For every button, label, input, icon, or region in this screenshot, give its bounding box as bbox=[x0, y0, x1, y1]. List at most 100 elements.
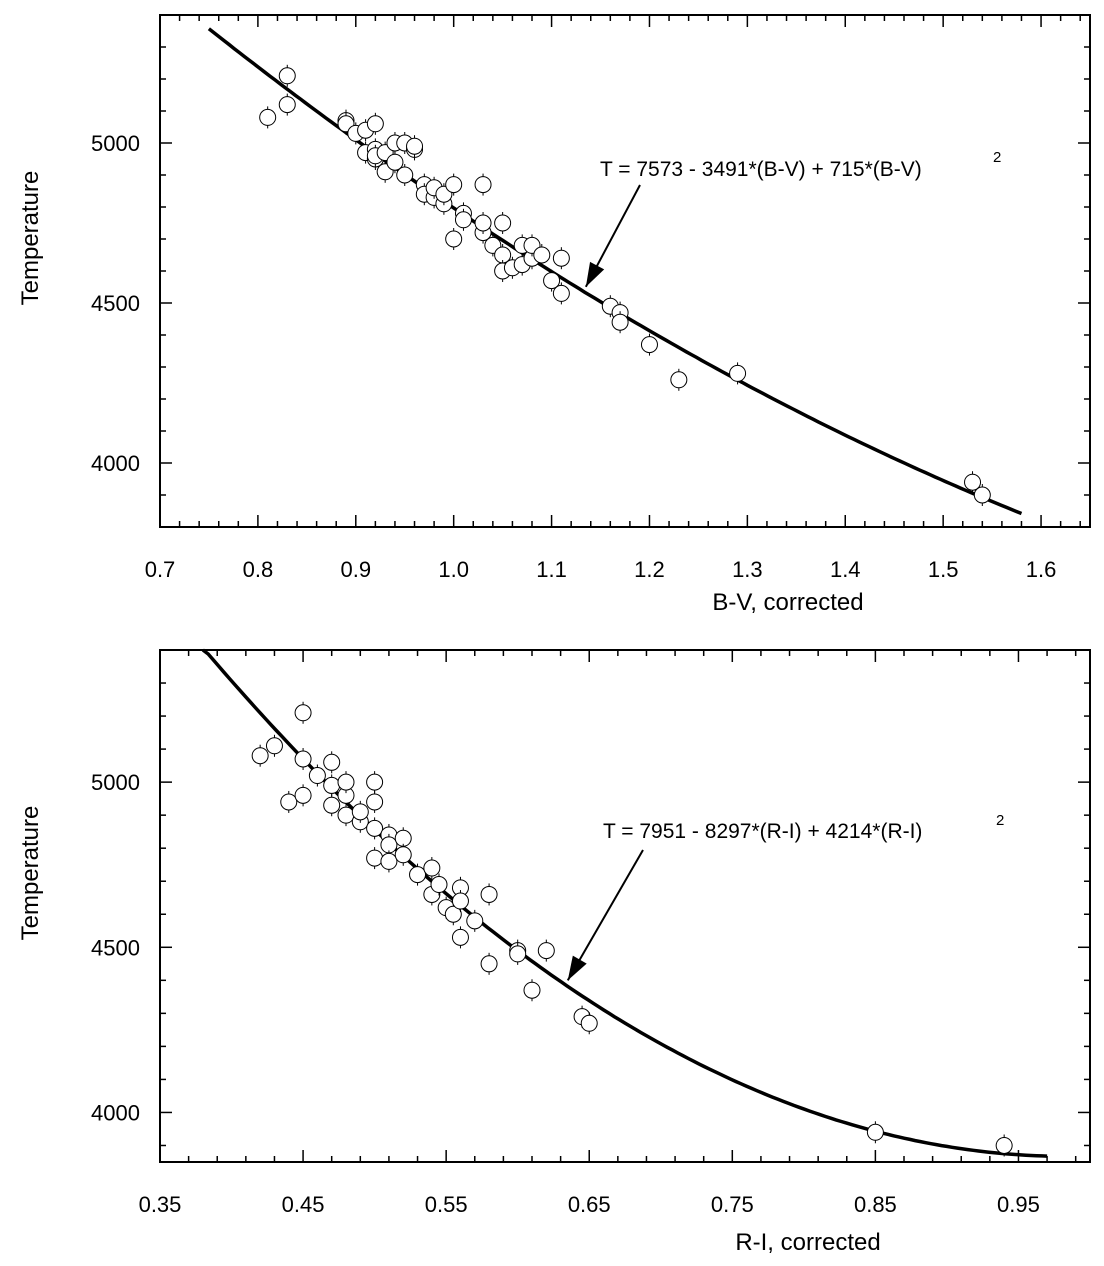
data-point bbox=[494, 214, 512, 232]
data-point bbox=[337, 806, 355, 824]
data-point bbox=[451, 892, 469, 910]
data-point bbox=[523, 981, 541, 999]
data-point bbox=[729, 364, 747, 382]
x-tick-label: 0.95 bbox=[997, 1192, 1040, 1217]
data-point bbox=[278, 96, 296, 114]
data-point bbox=[423, 859, 441, 877]
data-point bbox=[580, 1014, 598, 1032]
panel-ri: 0.35 0.45 0.55 0.65 0.75 0.85 0.95 4000 4500 5000… bbox=[17, 648, 1091, 1256]
panel-bv: 0.7 0.8 0.9 1.0 1.1 1.2 1.3 1.4 1.5 1.6 4000 4500 50… bbox=[17, 14, 1091, 616]
data-point bbox=[380, 852, 398, 870]
data-point bbox=[278, 67, 296, 85]
fit-curve-group bbox=[201, 648, 1048, 1158]
data-point bbox=[670, 371, 688, 389]
data-points bbox=[259, 64, 991, 506]
data-point bbox=[480, 955, 498, 973]
annotation-arrowhead bbox=[585, 261, 605, 287]
data-point bbox=[611, 313, 629, 331]
data-point bbox=[552, 284, 570, 302]
y-tick-label: 5000 bbox=[91, 770, 140, 795]
x-tick-label: 0.75 bbox=[711, 1192, 754, 1217]
data-point bbox=[474, 214, 492, 232]
data-point bbox=[351, 803, 369, 821]
data-point bbox=[259, 108, 277, 126]
fit-equation-exponent: 2 bbox=[996, 812, 1004, 829]
data-point bbox=[337, 773, 355, 791]
y-tick-label: 5000 bbox=[91, 131, 140, 156]
data-point bbox=[964, 473, 982, 491]
data-point bbox=[366, 115, 384, 133]
data-point bbox=[323, 776, 341, 794]
data-point bbox=[406, 137, 424, 155]
data-point bbox=[543, 272, 561, 290]
data-point bbox=[409, 866, 427, 884]
x-tick-label: 1.6 bbox=[1026, 557, 1057, 582]
x-tick-label: 0.45 bbox=[282, 1192, 325, 1217]
x-tick-label: 0.85 bbox=[854, 1192, 897, 1217]
x-tick-label: 0.7 bbox=[145, 557, 176, 582]
x-tick-label: 1.5 bbox=[928, 557, 959, 582]
data-point bbox=[445, 176, 463, 194]
plot-frame bbox=[159, 14, 1091, 528]
data-point bbox=[323, 753, 341, 771]
plot-frame bbox=[159, 649, 1091, 1163]
data-point bbox=[454, 211, 472, 229]
x-tick-label: 1.3 bbox=[732, 557, 763, 582]
annotation-arrowhead bbox=[567, 955, 587, 981]
data-point bbox=[366, 773, 384, 791]
data-point bbox=[294, 704, 312, 722]
fit-equation-exponent: 2 bbox=[993, 149, 1001, 166]
data-point bbox=[445, 230, 463, 248]
x-tick-label: 0.9 bbox=[340, 557, 371, 582]
data-point bbox=[430, 876, 448, 894]
fit-curve bbox=[207, 27, 1023, 516]
data-point bbox=[280, 793, 298, 811]
y-tick-label: 4500 bbox=[91, 291, 140, 316]
y-axis-label: Temperature bbox=[17, 171, 44, 306]
data-points bbox=[251, 701, 1013, 1157]
data-point bbox=[533, 246, 551, 264]
ticks: 0.7 0.8 0.9 1.0 1.1 1.2 1.3 1.4 1.5 1.6 4000 4500 50… bbox=[91, 14, 1090, 582]
data-point bbox=[444, 905, 462, 923]
data-point bbox=[366, 849, 384, 867]
y-axis-label: Temperature bbox=[17, 806, 44, 941]
data-point bbox=[509, 945, 527, 963]
x-axis-label: B-V, corrected bbox=[712, 589, 863, 616]
data-point bbox=[396, 166, 414, 184]
fit-equation: T = 7951 - 8297*(R-I) + 4214*(R-I) bbox=[603, 820, 922, 843]
data-point bbox=[466, 912, 484, 930]
fit-equation: T = 7573 - 3491*(B-V) + 715*(B-V) bbox=[600, 158, 922, 181]
data-point bbox=[866, 1123, 884, 1141]
x-axis-label: R-I, corrected bbox=[735, 1229, 880, 1256]
x-tick-label: 1.0 bbox=[438, 557, 469, 582]
data-point bbox=[537, 942, 555, 960]
x-tick-label: 0.35 bbox=[139, 1192, 182, 1217]
annotation-group: T = 7951 - 8297*(R-I) + 4214*(R-I) 2 bbox=[566, 812, 1004, 981]
data-point bbox=[366, 793, 384, 811]
data-point bbox=[480, 885, 498, 903]
data-point bbox=[995, 1136, 1013, 1154]
data-point bbox=[394, 846, 412, 864]
y-tick-label: 4000 bbox=[91, 1100, 140, 1125]
data-point bbox=[251, 747, 269, 765]
fit-curve-group bbox=[207, 27, 1023, 516]
data-point bbox=[386, 153, 404, 171]
data-point bbox=[973, 486, 991, 504]
data-point bbox=[323, 796, 341, 814]
fit-curve bbox=[201, 648, 1048, 1158]
data-point bbox=[294, 786, 312, 804]
data-point bbox=[640, 336, 658, 354]
data-point bbox=[366, 819, 384, 837]
annotation-arrow bbox=[566, 849, 644, 981]
x-tick-label: 1.1 bbox=[536, 557, 567, 582]
x-tick-label: 0.55 bbox=[425, 1192, 468, 1217]
data-point bbox=[308, 767, 326, 785]
data-point bbox=[265, 737, 283, 755]
data-point bbox=[294, 750, 312, 768]
y-tick-label: 4500 bbox=[91, 935, 140, 960]
y-tick-label: 4000 bbox=[91, 451, 140, 476]
annotation-group: T = 7573 - 3491*(B-V) + 715*(B-V) 2 bbox=[584, 149, 1001, 288]
data-point bbox=[474, 176, 492, 194]
ticks: 0.35 0.45 0.55 0.65 0.75 0.85 0.95 4000 4500 5000 bbox=[91, 649, 1090, 1217]
